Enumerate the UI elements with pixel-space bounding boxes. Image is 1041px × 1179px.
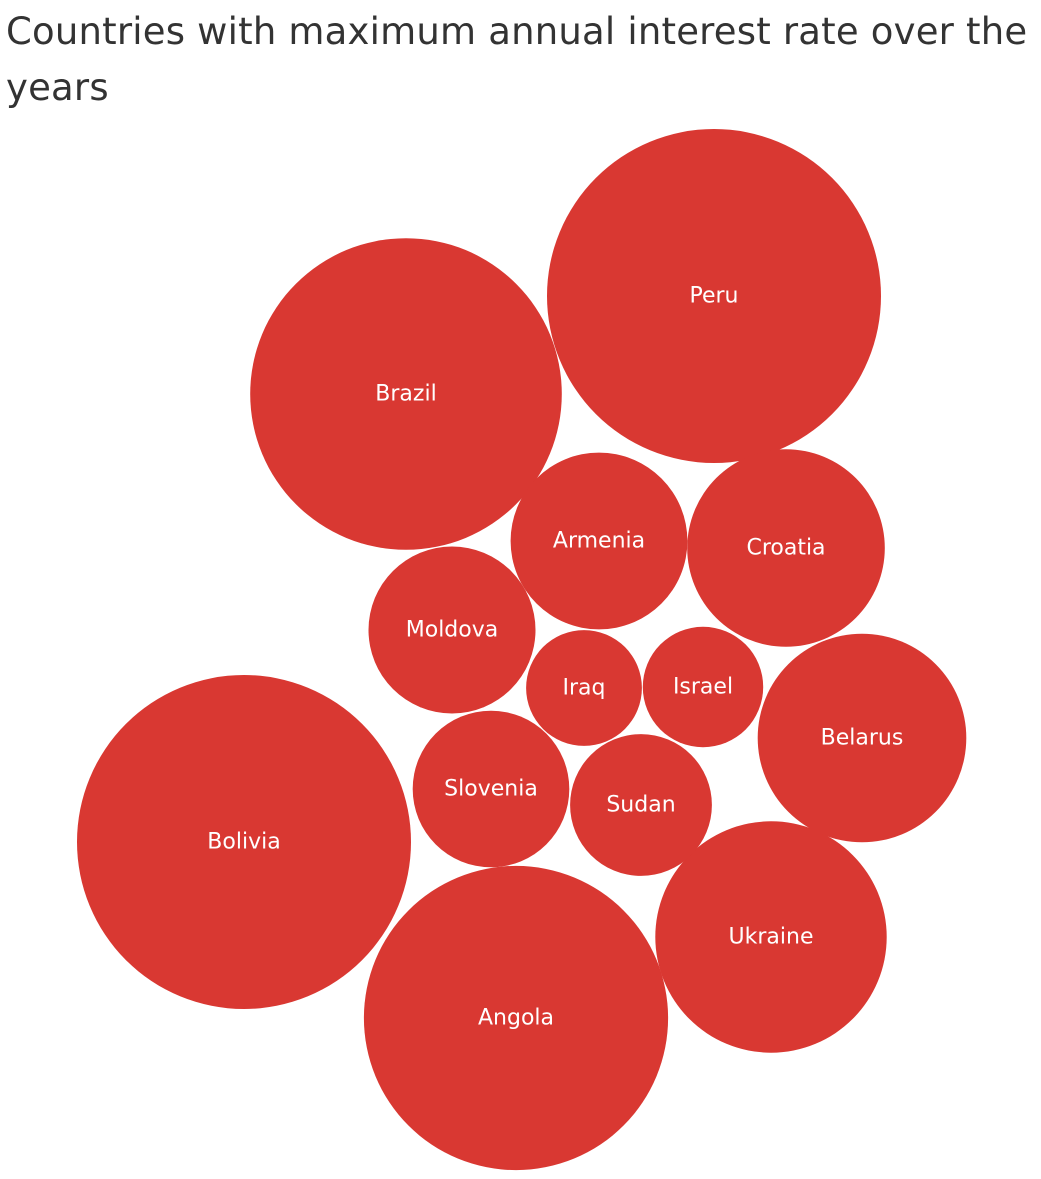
bubble-label-ukraine: Ukraine bbox=[729, 925, 814, 950]
bubble-label-croatia: Croatia bbox=[746, 536, 825, 561]
bubble-iraq[interactable] bbox=[526, 630, 642, 746]
bubble-brazil[interactable] bbox=[250, 238, 562, 550]
bubble-label-moldova: Moldova bbox=[406, 618, 498, 643]
bubble-label-slovenia: Slovenia bbox=[444, 777, 538, 802]
bubble-belarus[interactable] bbox=[757, 633, 967, 843]
bubble-label-israel: Israel bbox=[673, 675, 733, 700]
bubble-label-brazil: Brazil bbox=[375, 382, 436, 407]
bubble-label-belarus: Belarus bbox=[821, 726, 904, 751]
chart-title: Countries with maximum annual interest r… bbox=[6, 10, 1028, 109]
bubble-moldova[interactable] bbox=[368, 546, 536, 714]
bubble-label-sudan: Sudan bbox=[606, 793, 675, 818]
bubble-label-angola: Angola bbox=[478, 1006, 554, 1031]
bubbles-group: Peru Bolivia Brazil Angola Ukraine Belarus Cro… bbox=[77, 129, 967, 1171]
bubble-label-armenia: Armenia bbox=[553, 529, 645, 554]
bubble-peru[interactable] bbox=[547, 129, 881, 463]
bubble-israel[interactable] bbox=[642, 626, 764, 748]
bubble-sudan[interactable] bbox=[570, 734, 712, 876]
bubble-label-peru: Peru bbox=[689, 284, 738, 309]
bubble-label-bolivia: Bolivia bbox=[207, 830, 280, 855]
bubble-armenia[interactable] bbox=[510, 452, 688, 630]
bubble-croatia[interactable] bbox=[687, 449, 885, 647]
bubble-label-iraq: Iraq bbox=[563, 676, 606, 701]
bubble-angola[interactable] bbox=[363, 865, 669, 1171]
bubble-ukraine[interactable] bbox=[655, 821, 887, 1053]
bubble-slovenia[interactable] bbox=[412, 710, 570, 868]
bubble-bolivia[interactable] bbox=[77, 675, 411, 1009]
